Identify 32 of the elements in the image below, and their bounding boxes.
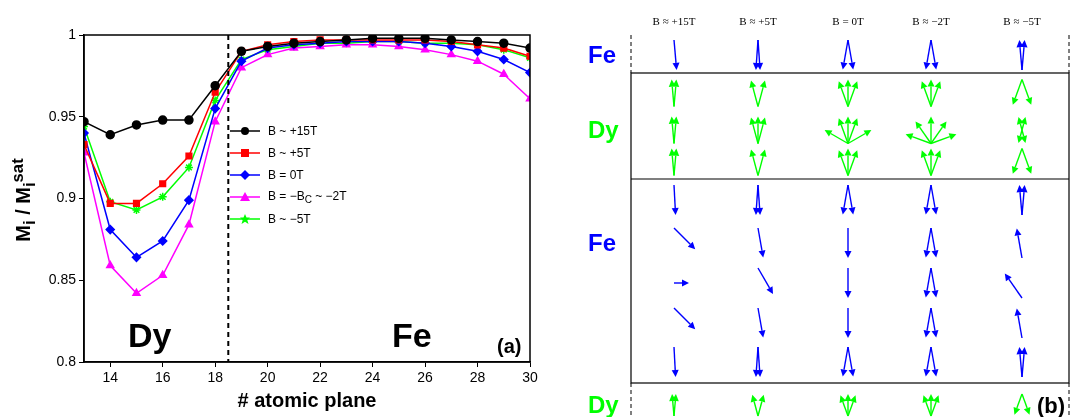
x-axis-title: # atomic plane [237, 388, 377, 411]
legend-label: B ~ −5T [268, 212, 311, 226]
category-label: Fe [588, 41, 617, 68]
y-tick-label: 0.85 [48, 271, 77, 288]
category-label: Fe [588, 229, 617, 256]
legend-label: B = −B$_{C}$ ~ −2T [268, 188, 347, 206]
annotation: (a) [497, 335, 522, 357]
legend-label: B ~ +15T [268, 124, 318, 138]
category-label: B ≈ +15T [652, 15, 696, 27]
x-tick-label: 30 [522, 369, 538, 386]
y-tick-label: 0.8 [56, 352, 77, 369]
y-tick-label: 1 [68, 25, 77, 42]
y-tick-label: 0.9 [56, 189, 77, 206]
x-tick-label: 20 [259, 369, 276, 386]
x-tick-label: 22 [312, 369, 329, 386]
category-label: B ≈ +5T [739, 15, 777, 27]
x-tick-label: 24 [364, 369, 381, 386]
x-tick-label: 26 [417, 369, 434, 386]
category-label: Dy [588, 116, 619, 143]
category-label: B ≈ −5T [1003, 15, 1041, 27]
annotation: Dy [128, 316, 172, 354]
x-tick-label: 16 [154, 369, 171, 386]
x-tick-label: 14 [102, 369, 119, 386]
category-label: B ≈ −2T [912, 15, 950, 27]
annotation: Fe [392, 316, 432, 354]
legend-label: B = 0T [268, 168, 304, 182]
y-tick-label: 0.95 [48, 107, 77, 124]
category-label: B = 0T [832, 15, 864, 27]
x-tick-label: 18 [207, 369, 224, 386]
text: (b) [1037, 393, 1066, 417]
x-tick-label: 28 [469, 369, 486, 386]
legend-label: B ~ +5T [268, 146, 311, 160]
